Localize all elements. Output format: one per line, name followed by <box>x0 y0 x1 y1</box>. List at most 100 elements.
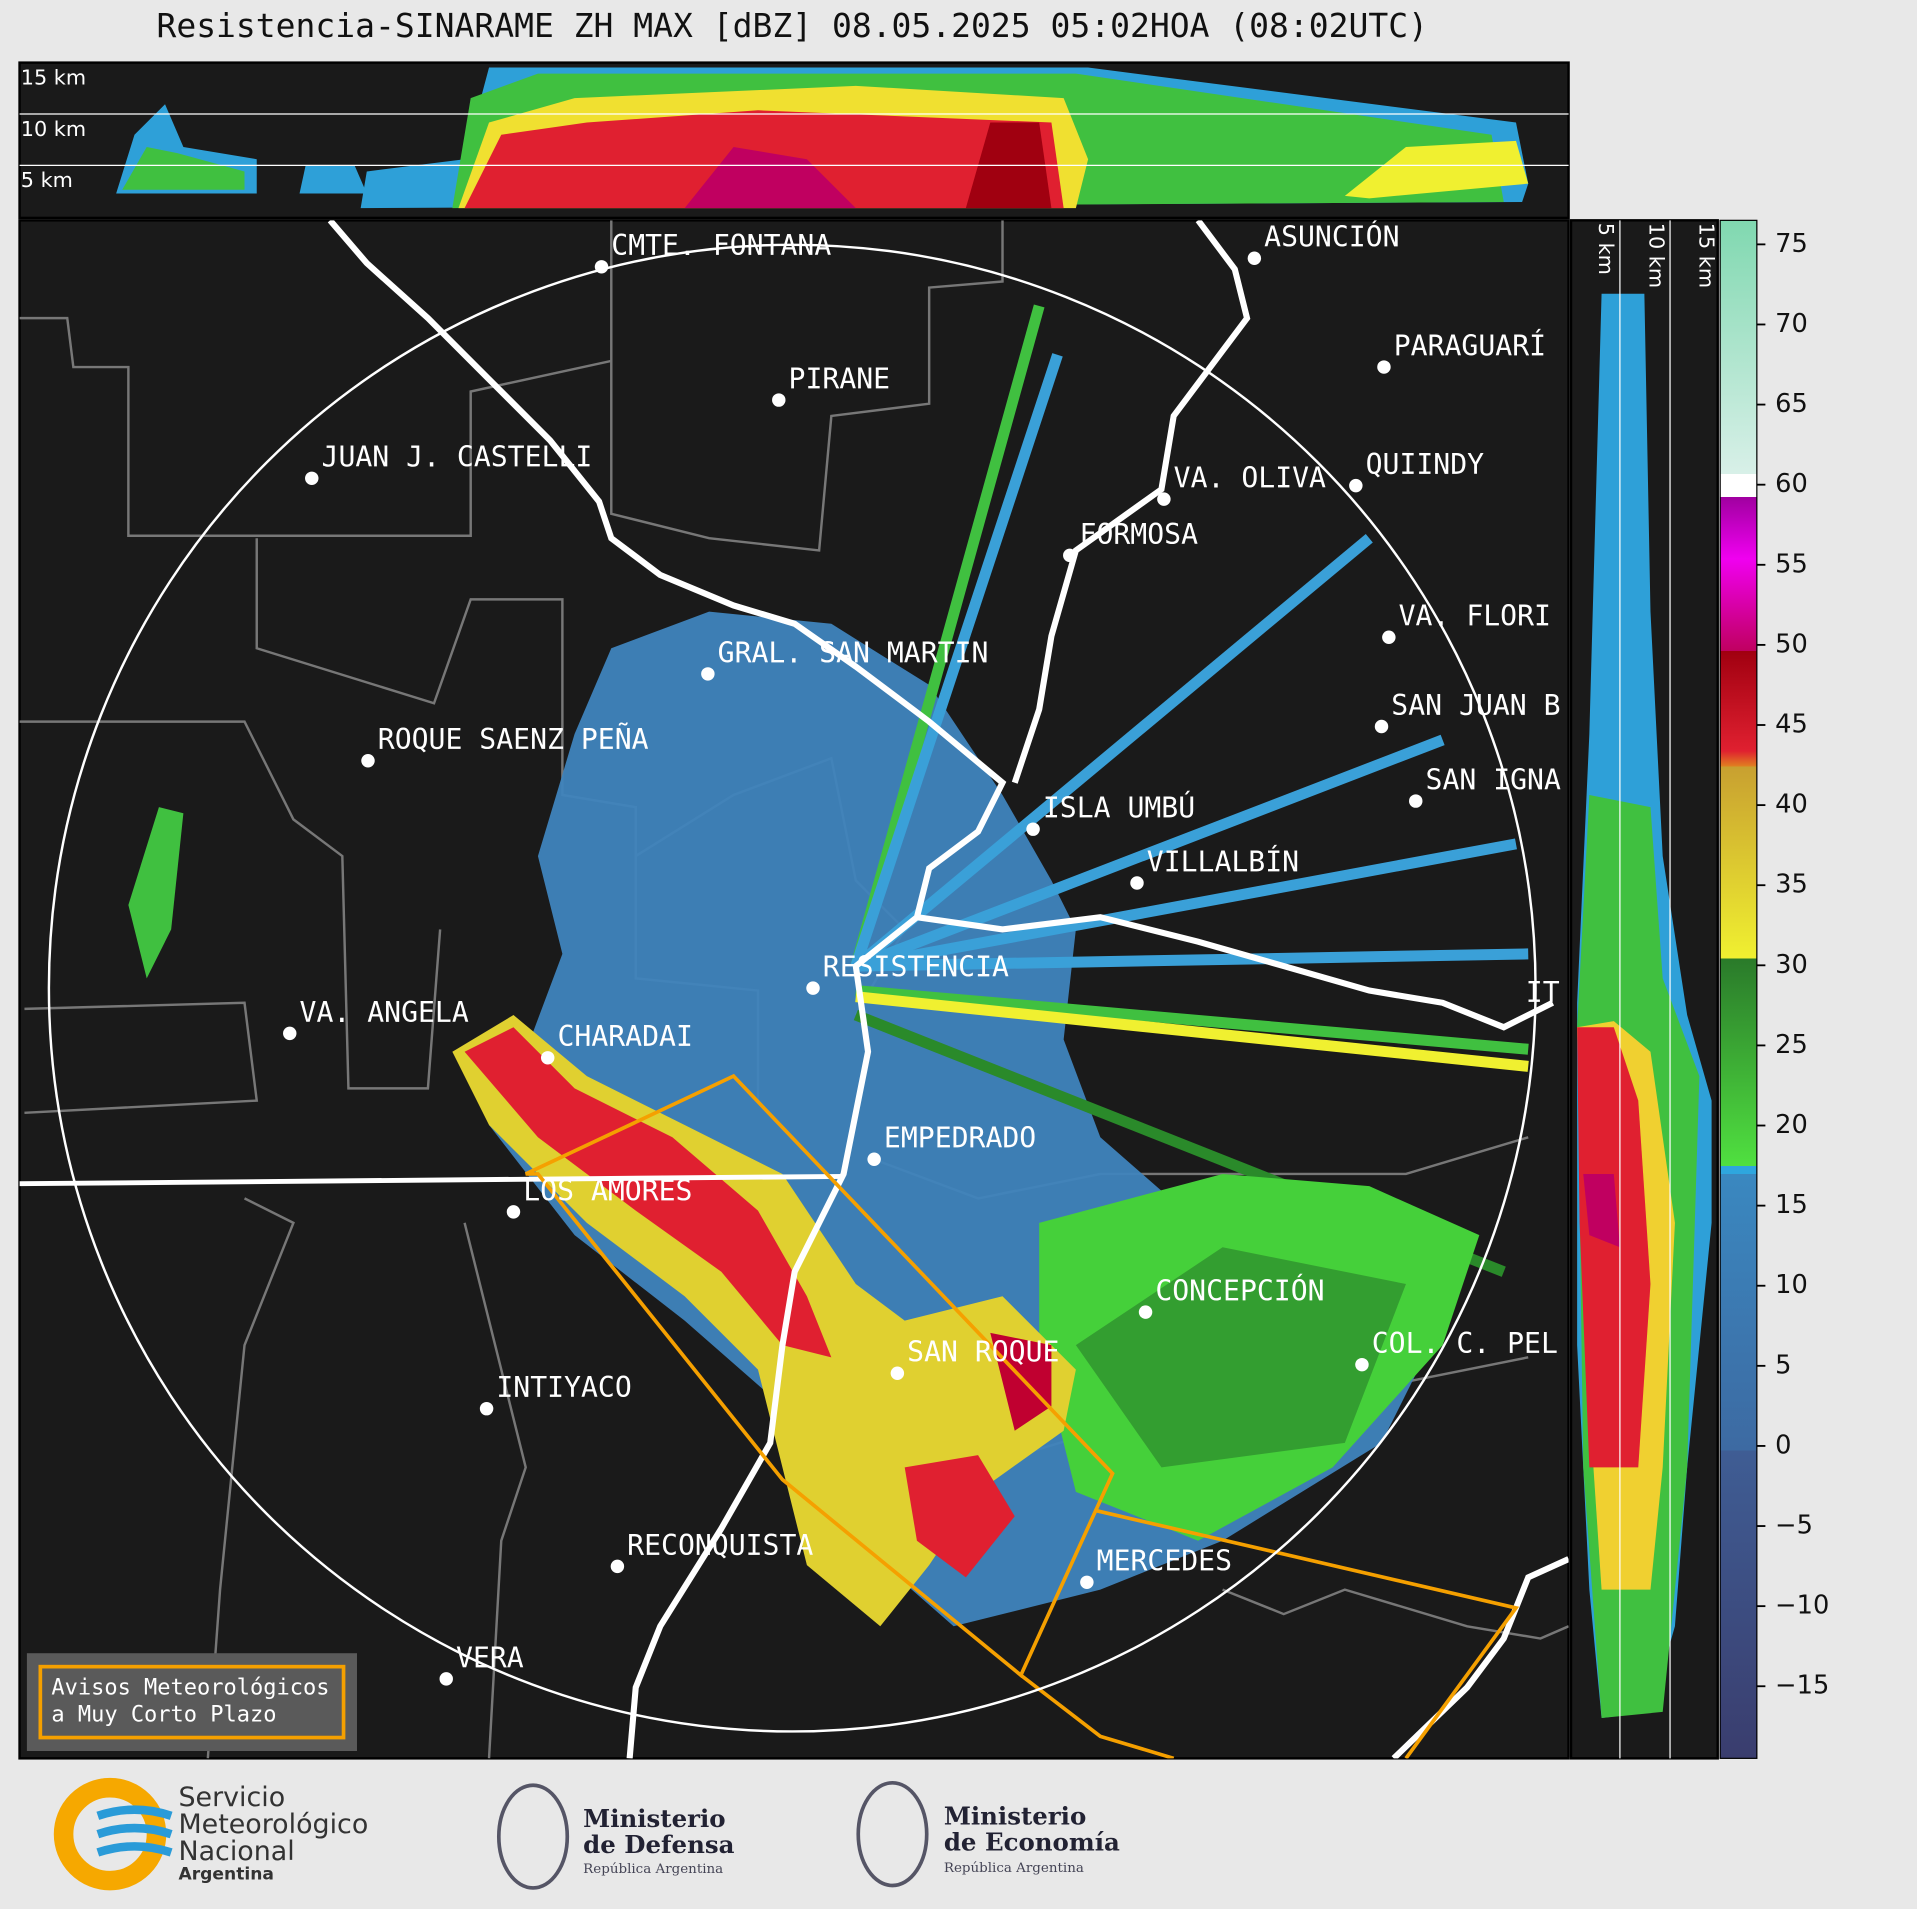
height-label: 15 km <box>1694 223 1718 288</box>
city-label: ISLA UMBÚ <box>1043 791 1195 825</box>
echo-green <box>128 807 1480 1541</box>
city-label: CMTE. FONTANA <box>611 229 831 262</box>
footer-text: Servicio <box>178 1782 285 1813</box>
colorbar-tick-label: 65 <box>1775 389 1808 419</box>
footer: Servicio Meteorológico Nacional Argentin… <box>53 1777 1120 1891</box>
cities: CMTE. FONTANA ASUNCIÓN PIRANE PARAGUARÍ JUAN… <box>283 220 1561 1686</box>
escudo <box>496 1783 570 1890</box>
city-dot <box>806 981 820 995</box>
footer-text: República Argentina <box>944 1861 1084 1876</box>
city-label: EMPEDRADO <box>884 1122 1036 1155</box>
city-dot <box>1349 478 1363 493</box>
colorbar-tick-label: 15 <box>1775 1190 1808 1220</box>
colorbar <box>1719 219 1758 1759</box>
city-label: VILLALBÍN <box>1147 844 1299 878</box>
top-echoes <box>116 67 1529 209</box>
colorbar-tick-label: 30 <box>1775 950 1808 980</box>
city-label: VA. FLORI <box>1399 600 1551 633</box>
city-dot <box>701 667 715 681</box>
echo-storm <box>452 1015 1076 1627</box>
city-label: INTIYACO <box>496 1371 631 1404</box>
city-dot <box>594 260 609 274</box>
city-dot <box>305 471 319 486</box>
city-label: PIRANE <box>789 363 891 396</box>
city-dot <box>1355 1357 1369 1372</box>
footer-text: de Defensa <box>583 1830 734 1859</box>
city-dot <box>610 1559 625 1574</box>
footer-text: Ministerio <box>944 1802 1086 1831</box>
city-dot <box>1026 822 1040 836</box>
city-label: CONCEPCIÓN <box>1155 1274 1324 1308</box>
warning-polygons <box>524 1073 1520 1759</box>
colorbar-tick-label: 25 <box>1775 1030 1808 1060</box>
legend-text: a Muy Corto Plazo <box>51 1703 276 1728</box>
colorbar-tick-label: 20 <box>1775 1110 1808 1140</box>
colorbar-tick-label: 75 <box>1775 229 1808 259</box>
city-label: CHARADAI <box>557 1020 692 1053</box>
height-label: 10 km <box>21 117 86 141</box>
city-label: RECONQUISTA <box>627 1529 813 1562</box>
colorbar-tick-label: 40 <box>1775 790 1808 820</box>
city-dot <box>439 1672 453 1686</box>
city-label: VA. OLIVA <box>1174 462 1326 495</box>
legend-text: Avisos Meteorológicos <box>51 1676 329 1701</box>
city-label: VA. ANGELA <box>300 996 469 1029</box>
colorbar-tick-label: 70 <box>1775 309 1808 339</box>
colorbar-tick-label: 55 <box>1775 549 1808 579</box>
footer-text: Ministerio <box>583 1804 725 1833</box>
city-dot <box>1247 251 1262 265</box>
city-dot <box>1080 1575 1094 1590</box>
smn-waves <box>96 1805 173 1857</box>
city-label: SAN JUAN B <box>1391 689 1560 722</box>
colorbar-tick-label: 0 <box>1775 1430 1791 1460</box>
echo-rays <box>850 304 1529 1277</box>
footer-text: Argentina <box>178 1864 273 1884</box>
colorbar-tick-label: −5 <box>1775 1511 1813 1541</box>
colorbar-tick-label: 50 <box>1775 629 1808 659</box>
rivers <box>327 220 1569 1759</box>
colorbar-tick-label: 35 <box>1775 870 1808 900</box>
city-dot <box>1157 492 1171 506</box>
city-label: COL. C. PEL <box>1372 1327 1558 1360</box>
height-label: 10 km <box>1644 223 1668 288</box>
city-dot <box>506 1205 521 1219</box>
colorbar-tick-label: −15 <box>1775 1671 1829 1701</box>
footer-text: República Argentina <box>583 1862 723 1877</box>
escudo <box>856 1780 929 1888</box>
city-label: RESISTENCIA <box>823 951 1009 984</box>
footer-text: de Economía <box>944 1827 1120 1856</box>
city-dot <box>361 753 375 768</box>
colorbar-tick-label: 60 <box>1775 469 1808 499</box>
city-dot <box>1377 360 1391 374</box>
side-echoes <box>1577 293 1712 1718</box>
city-label: VERA <box>456 1641 524 1674</box>
city-label: JUAN J. CASTELLI <box>322 441 593 474</box>
city-label: FORMOSA <box>1080 518 1199 551</box>
city-dot <box>1409 794 1423 808</box>
city-label: IT <box>1526 976 1560 1009</box>
legend-box <box>26 1653 357 1752</box>
title: Resistencia-SINARAME ZH MAX [dBZ] 08.05.… <box>156 6 1428 45</box>
city-label: GRAL. SAN MARTIN <box>718 636 989 669</box>
city-dot <box>867 1152 881 1167</box>
city-label: SAN IGNA <box>1426 764 1561 797</box>
city-label: LOS AMORES <box>523 1174 692 1207</box>
city-dot <box>772 393 786 407</box>
city-label: PARAGUARÍ <box>1394 328 1546 362</box>
city-label: SAN ROQUE <box>907 1336 1059 1369</box>
city-dot <box>1138 1305 1153 1319</box>
city-label: MERCEDES <box>1097 1545 1232 1578</box>
height-label: 15 km <box>21 66 86 90</box>
city-dot <box>540 1051 555 1065</box>
city-dot <box>1063 548 1077 563</box>
city-label: ROQUE SAENZ PEÑA <box>378 722 649 756</box>
colorbar-tick-label: 45 <box>1775 709 1808 739</box>
map-content: CMTE. FONTANA ASUNCIÓN PIRANE PARAGUARÍ JUAN… <box>19 220 1569 1759</box>
city-label: ASUNCIÓN <box>1264 220 1399 254</box>
city-dot <box>479 1401 494 1416</box>
legend-border <box>38 1664 346 1740</box>
colorbar-tick-label: −10 <box>1775 1591 1829 1621</box>
city-dot <box>1130 876 1144 890</box>
